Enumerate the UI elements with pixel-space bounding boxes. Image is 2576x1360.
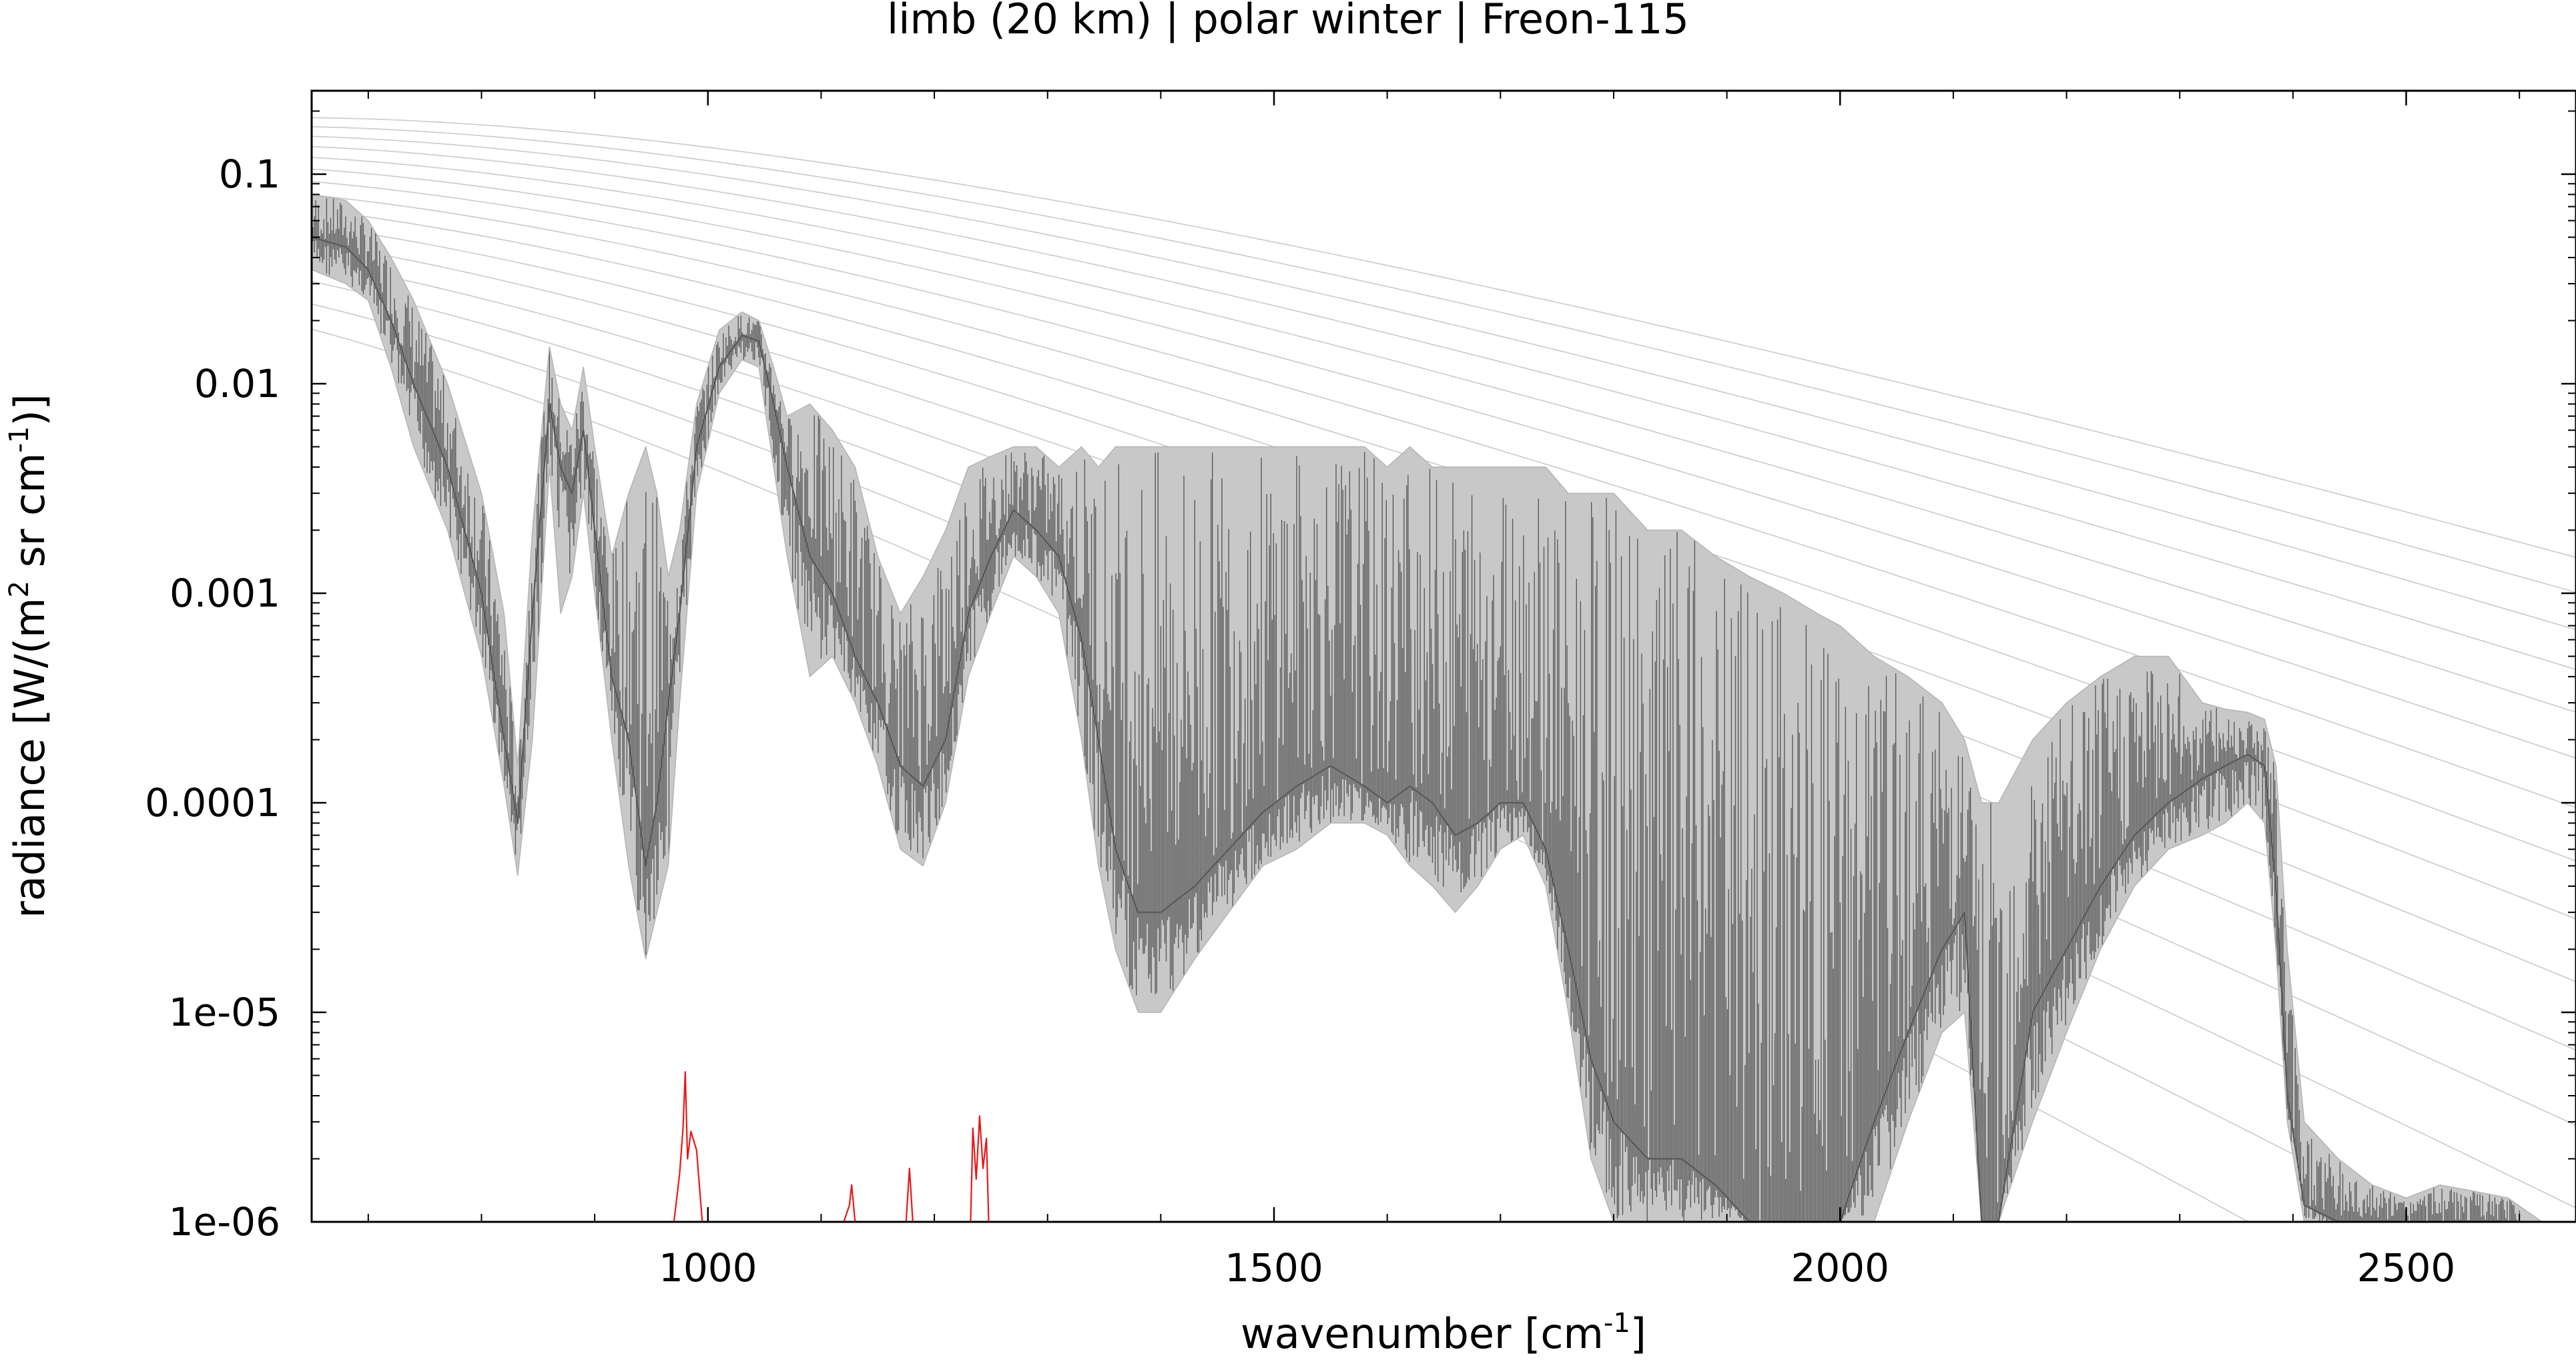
- chart-title: limb (20 km) | polar winter | Freon-115: [887, 0, 1689, 44]
- series-line-total-spectrum-core: [311, 236, 2576, 1223]
- series-layer: [311, 194, 2576, 1223]
- series-line-freon-115-contribution: [673, 1071, 990, 1223]
- y-axis-label-tail: )]: [5, 394, 54, 426]
- x-axis-label-sup: -1: [1604, 1308, 1630, 1339]
- y-tick-label-0.01: 0.01: [194, 361, 280, 406]
- x-axis-label-tail: ]: [1630, 1309, 1646, 1357]
- y-axis-ticks: 0.1 0.01 0.001 0.0001 1e-05 1e-06: [145, 110, 2576, 1245]
- x-tick-label-2500: 2500: [2357, 1245, 2456, 1291]
- reference-curve-290k: [311, 145, 2576, 671]
- y-tick-label-1e-05: 1e-05: [169, 990, 280, 1035]
- y-tick-label-0.001: 0.001: [170, 571, 280, 616]
- x-axis-ticks: 1000 1500 2000 2500: [367, 91, 2521, 1291]
- x-tick-label-2000: 2000: [1791, 1245, 1889, 1291]
- x-tick-label-1500: 1500: [1225, 1245, 1323, 1291]
- x-axis-label: wavenumber [cm-1]: [1241, 1308, 1646, 1357]
- series-line-total-spectrum-lower: [311, 269, 2576, 1223]
- y-axis-label-mid: sr cm: [5, 452, 54, 581]
- reference-curve-310k: [311, 126, 2576, 593]
- reference-curve-280k: [311, 157, 2576, 713]
- y-axis-label-sup1: 2: [4, 581, 35, 597]
- y-axis-label-main: radiance [W/(m: [5, 598, 54, 918]
- x-tick-label-1000: 1000: [659, 1245, 757, 1291]
- reference-curve-300k: [311, 135, 2576, 631]
- y-tick-label-0.0001: 0.0001: [145, 780, 280, 825]
- y-axis-label: radiance [W/(m2 sr cm-1)]: [4, 394, 54, 918]
- reference-curve-320k: [311, 117, 2576, 558]
- y-tick-label-0.1: 0.1: [219, 151, 280, 197]
- reference-curve-260k: [311, 181, 2576, 808]
- x-axis-label-main: wavenumber [cm: [1241, 1309, 1604, 1357]
- reference-curve-270k: [311, 168, 2576, 759]
- y-tick-label-1e-06: 1e-06: [169, 1199, 280, 1245]
- series-line-total-spectrum-upper: [311, 194, 2576, 1223]
- y-axis-label-sup2: -1: [4, 426, 35, 453]
